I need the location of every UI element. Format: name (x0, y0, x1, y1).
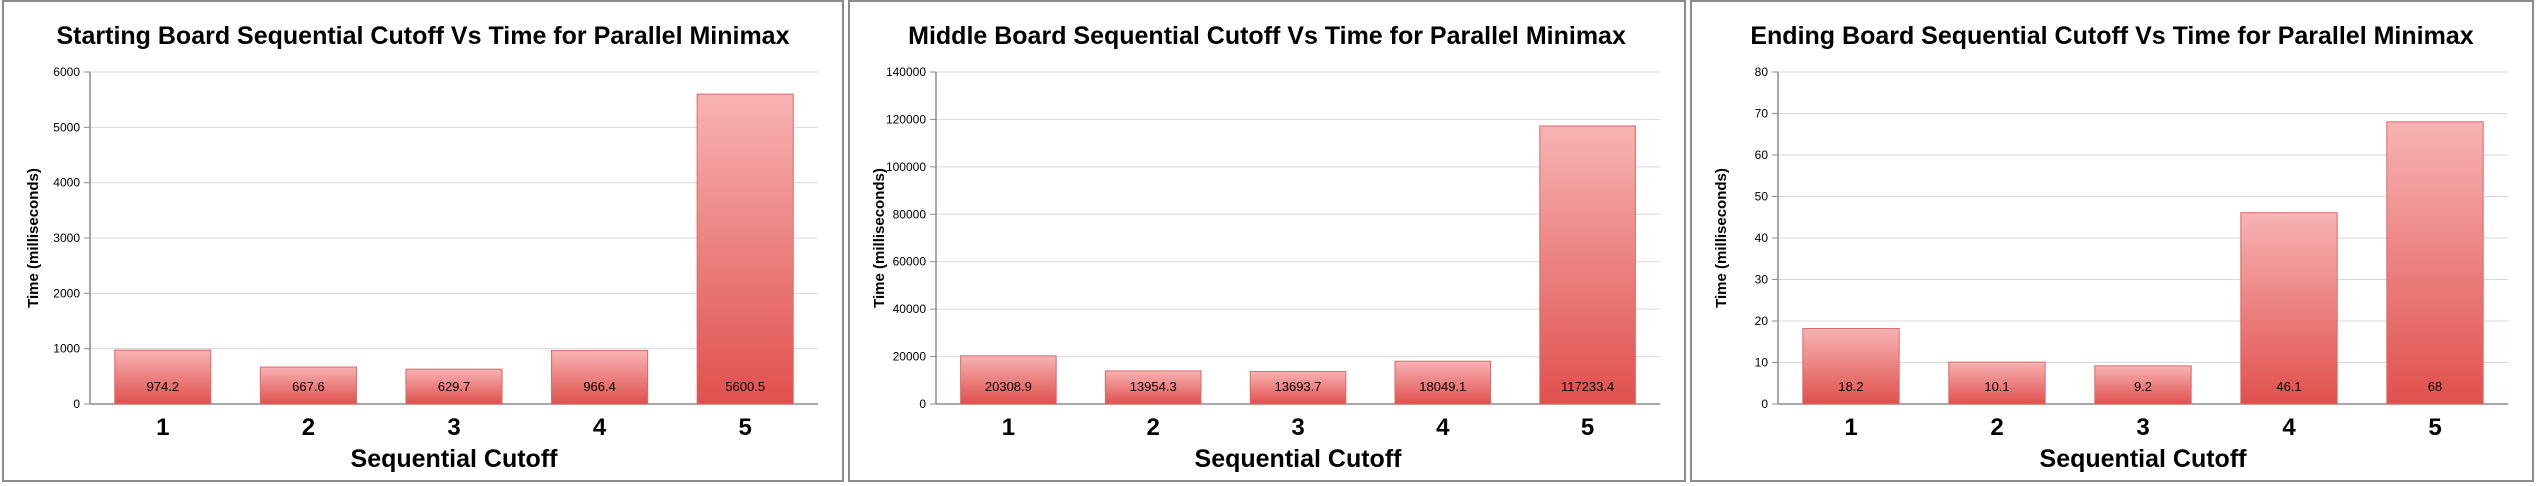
y-tick-label: 140000 (886, 65, 926, 79)
chart-svg: Middle Board Sequential Cutoff Vs Time f… (871, 22, 1660, 473)
y-tick-label: 30 (1755, 273, 1769, 287)
x-tick-label: 1 (156, 414, 169, 441)
chart-title: Middle Board Sequential Cutoff Vs Time f… (908, 22, 1626, 50)
y-tick-label: 40 (1755, 231, 1769, 245)
chart-svg: Ending Board Sequential Cutoff Vs Time f… (1713, 22, 2508, 473)
chart-title: Starting Board Sequential Cutoff Vs Time… (56, 22, 789, 50)
data-label: 13693.7 (1275, 379, 1322, 394)
data-label: 966.4 (583, 379, 616, 394)
x-axis-label: Sequential Cutoff (351, 445, 559, 473)
bar-1 (114, 349, 212, 405)
y-tick-label: 0 (1761, 397, 1768, 411)
chart-panel-3: Ending Board Sequential Cutoff Vs Time f… (1690, 0, 2534, 482)
x-tick-label: 3 (1291, 414, 1304, 441)
y-tick-label: 20 (1755, 314, 1769, 328)
data-label: 46.1 (2276, 379, 2301, 394)
y-tick-label: 60000 (893, 255, 927, 269)
bar-1 (960, 355, 1057, 405)
x-tick-label: 1 (1002, 414, 1015, 441)
bar-5 (2386, 121, 2484, 405)
bar-2 (259, 366, 357, 405)
data-label: 9.2 (2134, 379, 2152, 394)
chart-panel-2: Middle Board Sequential Cutoff Vs Time f… (848, 0, 1686, 482)
bar-4 (1394, 360, 1492, 405)
y-tick-label: 6000 (53, 65, 80, 79)
y-axis-label: Time (milliseconds) (25, 168, 42, 308)
bar-4 (2240, 212, 2338, 405)
data-label: 13954.3 (1130, 379, 1177, 394)
y-tick-label: 1000 (53, 342, 80, 356)
data-label: 5600.5 (725, 379, 765, 394)
bar-5 (696, 93, 794, 405)
x-tick-label: 5 (739, 414, 752, 441)
y-tick-label: 20000 (893, 350, 927, 364)
x-tick-label: 5 (1581, 414, 1594, 441)
y-axis-label: Time (milliseconds) (871, 168, 888, 308)
bar-4 (551, 350, 649, 405)
y-tick-label: 70 (1755, 107, 1769, 121)
y-tick-label: 80 (1755, 65, 1769, 79)
y-tick-label: 50 (1755, 190, 1769, 204)
y-tick-label: 0 (73, 397, 80, 411)
x-tick-label: 4 (1436, 414, 1450, 441)
data-label: 667.6 (292, 379, 325, 394)
data-label: 117233.4 (1561, 379, 1614, 394)
data-label: 974.2 (147, 379, 180, 394)
data-label: 20308.9 (985, 379, 1032, 394)
bar-3 (2094, 365, 2192, 405)
y-tick-label: 60 (1755, 148, 1769, 162)
bar-5 (1539, 125, 1636, 405)
y-tick-label: 120000 (886, 112, 926, 126)
x-axis-label: Sequential Cutoff (2040, 445, 2248, 473)
x-tick-label: 3 (447, 414, 460, 441)
bar-3 (1249, 371, 1347, 405)
x-tick-label: 1 (1844, 414, 1857, 441)
y-tick-label: 80000 (893, 207, 927, 221)
chart-title: Ending Board Sequential Cutoff Vs Time f… (1750, 22, 2473, 50)
bar-2 (1104, 370, 1202, 405)
x-tick-label: 2 (1990, 414, 2003, 441)
data-label: 629.7 (438, 379, 471, 394)
y-tick-label: 100000 (886, 160, 926, 174)
x-tick-label: 4 (2282, 414, 2296, 441)
bar-3 (405, 368, 503, 405)
y-axis-label: Time (milliseconds) (1713, 168, 1730, 308)
bar-1 (1802, 327, 1900, 405)
x-axis-label: Sequential Cutoff (1195, 445, 1403, 473)
chart-svg: Starting Board Sequential Cutoff Vs Time… (25, 22, 818, 473)
y-tick-label: 2000 (53, 286, 80, 300)
bar-2 (1948, 361, 2046, 405)
y-tick-label: 3000 (53, 231, 80, 245)
y-tick-label: 40000 (893, 302, 927, 316)
x-tick-label: 4 (593, 414, 607, 441)
data-label: 68 (2428, 379, 2442, 394)
data-label: 10.1 (1984, 379, 2009, 394)
x-tick-label: 5 (2428, 414, 2441, 441)
x-tick-label: 3 (2136, 414, 2149, 441)
chart-panel-1: Starting Board Sequential Cutoff Vs Time… (2, 0, 844, 482)
data-label: 18.2 (1838, 379, 1863, 394)
y-tick-label: 4000 (53, 176, 80, 190)
data-label: 18049.1 (1419, 379, 1466, 394)
y-tick-label: 5000 (53, 120, 80, 134)
y-tick-label: 10 (1755, 356, 1769, 370)
y-tick-label: 0 (919, 397, 926, 411)
x-tick-label: 2 (1147, 414, 1160, 441)
x-tick-label: 2 (302, 414, 315, 441)
